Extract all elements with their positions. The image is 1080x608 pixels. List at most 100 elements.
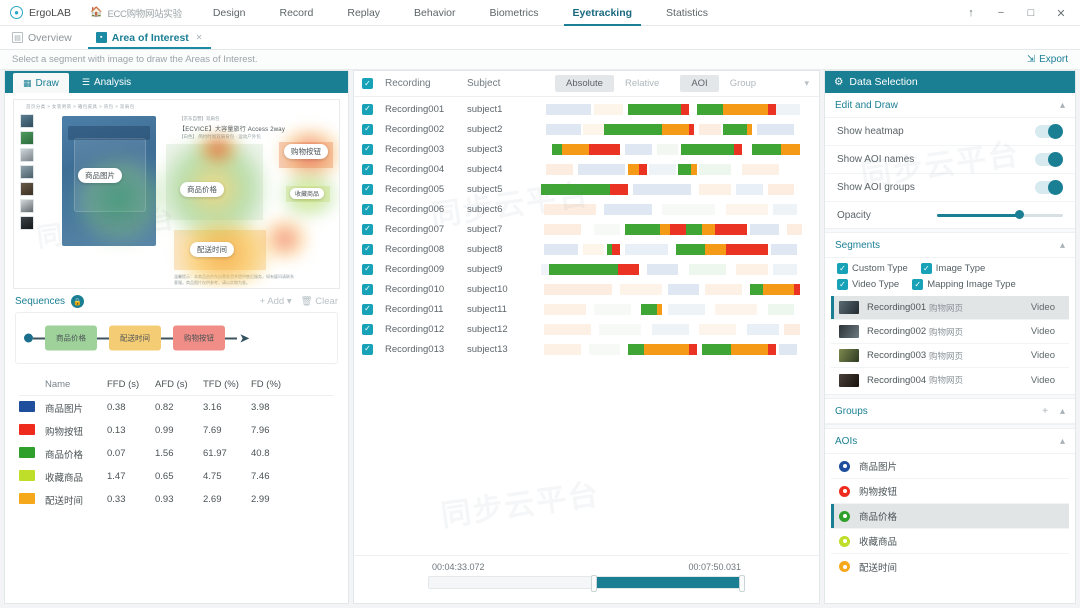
list-item[interactable]: Recording004 购物网页 Video bbox=[831, 368, 1069, 392]
table-row[interactable]: ✓ Recording009 subject9 bbox=[354, 259, 819, 279]
export-button[interactable]: ⇲ Export bbox=[1027, 54, 1068, 65]
row-checkbox[interactable]: ✓ bbox=[362, 183, 373, 195]
show-aoi-names-row[interactable]: Show AOI names bbox=[825, 146, 1075, 174]
menu-item-statistics[interactable]: Statistics bbox=[666, 6, 709, 19]
aoi-timeline-track[interactable] bbox=[541, 103, 805, 115]
segments-section-header[interactable]: Segments ▴ bbox=[825, 233, 1075, 258]
close-icon[interactable]: ✕ bbox=[195, 33, 203, 42]
row-checkbox[interactable]: ✓ bbox=[362, 323, 373, 335]
menu-item-replay[interactable]: Replay bbox=[347, 6, 381, 19]
eye-icon[interactable] bbox=[839, 485, 850, 497]
menu-item-record[interactable]: Record bbox=[279, 6, 314, 19]
opacity-slider[interactable] bbox=[937, 210, 1063, 219]
table-row[interactable]: ✓ Recording005 subject5 bbox=[354, 179, 819, 199]
tab-overview[interactable]: ▤ Overview bbox=[0, 26, 84, 49]
aoi-timeline-track[interactable] bbox=[541, 323, 805, 335]
list-item[interactable]: 配送时间 bbox=[831, 554, 1069, 579]
aoi-timeline-track[interactable] bbox=[541, 203, 805, 215]
thumbnail[interactable] bbox=[20, 114, 34, 128]
chevron-up-icon[interactable]: ▴ bbox=[1059, 99, 1065, 111]
aoi-timeline-track[interactable] bbox=[541, 343, 805, 355]
thumbnail[interactable] bbox=[20, 165, 34, 179]
row-checkbox[interactable]: ✓ bbox=[362, 223, 373, 235]
slider-handle-left[interactable] bbox=[590, 575, 597, 592]
list-item[interactable]: 商品价格 bbox=[831, 504, 1069, 529]
row-checkbox[interactable]: ✓ bbox=[362, 123, 373, 135]
analysis-button[interactable]: ☰ Analysis bbox=[72, 71, 141, 93]
absolute-button[interactable]: Absolute bbox=[555, 75, 614, 92]
list-item[interactable]: Recording002 购物网页 Video bbox=[831, 320, 1069, 344]
menu-item-behavior[interactable]: Behavior bbox=[414, 6, 456, 19]
aois-section-header[interactable]: AOIs ▴ bbox=[825, 429, 1075, 454]
table-row[interactable]: 购物按钮 0.13 0.99 7.69 7.96 bbox=[19, 419, 334, 442]
table-row[interactable]: 商品图片 0.38 0.82 3.16 3.98 bbox=[19, 396, 334, 419]
maximize-icon[interactable]: □ bbox=[1027, 7, 1035, 19]
thumbnail[interactable] bbox=[20, 182, 34, 196]
row-checkbox[interactable]: ✓ bbox=[362, 163, 373, 175]
minimize-icon[interactable]: − bbox=[997, 7, 1005, 19]
mapping-image-type-filter[interactable]: ✓ Mapping Image Type bbox=[912, 279, 1016, 290]
thumbnail[interactable] bbox=[20, 131, 34, 145]
aoi-timeline-track[interactable] bbox=[541, 283, 805, 295]
eye-icon[interactable] bbox=[839, 561, 850, 572]
show-heatmap-row[interactable]: Show heatmap bbox=[825, 118, 1075, 146]
aoi-timeline-track[interactable] bbox=[541, 223, 805, 235]
table-row[interactable]: 配送时间 0.33 0.93 2.69 2.99 bbox=[19, 488, 334, 511]
list-item[interactable]: 购物按钮 bbox=[831, 479, 1069, 504]
video-type-filter[interactable]: ✓ Video Type bbox=[837, 279, 899, 290]
edit-and-draw-section-header[interactable]: Edit and Draw ▴ bbox=[825, 93, 1075, 118]
table-row[interactable]: ✓ Recording001 subject1 bbox=[354, 99, 819, 119]
show-aoi-groups-row[interactable]: Show AOI groups bbox=[825, 174, 1075, 202]
tab-area-of-interest[interactable]: ▪ Area of Interest ✕ bbox=[84, 26, 215, 49]
row-checkbox[interactable]: ✓ bbox=[362, 103, 373, 115]
row-checkbox[interactable]: ✓ bbox=[362, 283, 373, 295]
custom-type-filter[interactable]: ✓ Custom Type bbox=[837, 263, 908, 274]
row-checkbox[interactable]: ✓ bbox=[362, 303, 373, 315]
show-heatmap-toggle[interactable] bbox=[1035, 124, 1063, 139]
close-icon[interactable]: ✕ bbox=[1056, 7, 1066, 20]
aoi-timeline-track[interactable] bbox=[541, 263, 805, 275]
table-row[interactable]: ✓ Recording004 subject4 bbox=[354, 159, 819, 179]
table-row[interactable]: ✓ Recording002 subject2 bbox=[354, 119, 819, 139]
menu-item-biometrics[interactable]: Biometrics bbox=[489, 6, 539, 19]
chevron-up-icon[interactable]: ▴ bbox=[1059, 435, 1065, 447]
relative-button[interactable]: Relative bbox=[624, 78, 660, 89]
image-type-filter[interactable]: ✓ Image Type bbox=[920, 263, 985, 274]
show-aoi-groups-toggle[interactable] bbox=[1035, 180, 1063, 195]
row-checkbox[interactable]: ✓ bbox=[362, 143, 373, 155]
table-row[interactable]: ✓ Recording007 subject7 bbox=[354, 219, 819, 239]
aoi-button[interactable]: AOI bbox=[680, 75, 719, 92]
table-row[interactable]: ✓ Recording006 subject6 bbox=[354, 199, 819, 219]
project-indicator[interactable]: 🏠 ECC购物网站实验 bbox=[90, 6, 182, 20]
table-row[interactable]: ✓ Recording012 subject12 bbox=[354, 319, 819, 339]
aoi-timeline-track[interactable] bbox=[541, 243, 805, 255]
sequence-node[interactable]: 购物按钮 bbox=[173, 325, 225, 351]
table-row[interactable]: ✓ Recording013 subject13 bbox=[354, 339, 819, 359]
checkbox[interactable]: ✓ bbox=[837, 279, 848, 290]
aoi-timeline-track[interactable] bbox=[541, 183, 805, 195]
checkbox[interactable]: ✓ bbox=[920, 263, 932, 274]
sequence-canvas[interactable]: 商品价格 配送时间 购物按钮 ➤ bbox=[15, 312, 338, 364]
thumbnail[interactable] bbox=[20, 216, 34, 230]
group-button[interactable]: Group bbox=[729, 78, 757, 89]
clear-sequences-button[interactable]: 🗑 Clear bbox=[301, 296, 338, 307]
show-aoi-names-toggle[interactable] bbox=[1035, 152, 1063, 167]
list-item[interactable]: 收藏商品 bbox=[831, 529, 1069, 554]
eye-icon[interactable] bbox=[839, 460, 850, 472]
plus-icon[interactable]: + bbox=[1042, 405, 1048, 417]
lock-icon[interactable]: 🔒 bbox=[71, 295, 85, 308]
add-sequence-button[interactable]: + Add ▾ bbox=[260, 296, 292, 307]
row-checkbox[interactable]: ✓ bbox=[362, 263, 373, 275]
chevron-up-icon[interactable]: ▴ bbox=[1059, 405, 1065, 417]
list-item[interactable]: 商品图片 bbox=[831, 454, 1069, 479]
checkbox[interactable]: ✓ bbox=[912, 279, 924, 290]
table-row[interactable]: ✓ Recording008 subject8 bbox=[354, 239, 819, 259]
list-item[interactable]: Recording003 购物网页 Video bbox=[831, 344, 1069, 368]
aoi-timeline-track[interactable] bbox=[541, 163, 805, 175]
pin-icon[interactable]: ↑ bbox=[968, 7, 974, 19]
slider-track[interactable] bbox=[428, 575, 745, 592]
table-row[interactable]: ✓ Recording003 subject3 bbox=[354, 139, 819, 159]
thumbnail[interactable] bbox=[20, 148, 34, 162]
aoi-timeline-track[interactable] bbox=[541, 123, 805, 135]
draw-button[interactable]: ▦ Draw bbox=[13, 73, 69, 93]
